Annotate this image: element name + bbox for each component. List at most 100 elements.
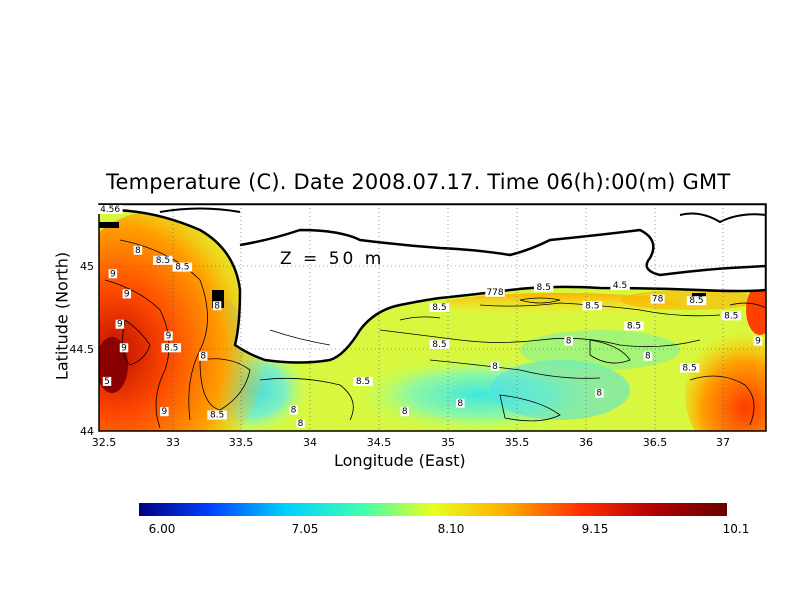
colorbar-label: 9.15 <box>582 522 609 536</box>
y-tick-labels: 44 44.5 45 <box>70 260 95 438</box>
contour-label-bg <box>721 311 742 321</box>
plot-title: Temperature (C). Date 2008.07.17. Time 0… <box>106 170 731 194</box>
contour-label: 8 <box>402 407 408 417</box>
plot-frame <box>98 203 767 432</box>
colorbar-label: 6.00 <box>149 522 176 536</box>
x-axis-label: Longitude (East) <box>334 451 466 470</box>
contour-label: 9 <box>124 289 130 299</box>
contour-label: 8.5 <box>537 283 551 293</box>
y-tick-label: 45 <box>80 260 94 273</box>
contour-label-bg <box>133 245 143 255</box>
contour-label: 8 <box>135 246 141 256</box>
contour-label: 8.5 <box>356 377 370 387</box>
contour-label: 8.5 <box>175 263 189 273</box>
contour-label-bg <box>686 296 707 306</box>
contour-label-bg <box>198 351 208 361</box>
x-tick-label: 33 <box>166 436 180 449</box>
contour-label-bg <box>582 301 603 311</box>
contour-label-bg <box>153 255 173 265</box>
contour-label-bg <box>485 287 505 297</box>
x-tick-label: 35 <box>441 436 455 449</box>
contour-label-bg <box>289 405 298 415</box>
contour-label: 8.5 <box>689 296 703 306</box>
contour-label: 8 <box>298 419 304 429</box>
contour-label: 4.56 <box>100 205 120 215</box>
contour-label-bg <box>108 269 118 279</box>
contour-label: 8 <box>457 399 463 409</box>
contour-label-bg <box>456 398 465 408</box>
contour-label-bg <box>353 376 373 386</box>
contour-label-bg <box>119 343 129 353</box>
colorbar-label: 8.10 <box>438 522 465 536</box>
contour-label: 8.5 <box>724 311 738 321</box>
contour-label: 9 <box>121 343 127 353</box>
contour-label: 9 <box>166 332 172 342</box>
contour-label-bg <box>400 407 409 417</box>
contour-label-bg <box>212 301 222 311</box>
contour-label-bg <box>610 281 630 291</box>
colorbar-labels: 6.00 7.05 8.10 9.15 10.1 <box>149 522 750 536</box>
contour-label: 8.5 <box>432 340 446 350</box>
contour-label-bg <box>429 302 450 312</box>
contour-label: 8.5 <box>156 256 170 266</box>
contour-label: 9 <box>161 407 167 417</box>
colorbar <box>139 503 727 516</box>
contour-label-bg <box>160 407 169 417</box>
contour-label: 8.5 <box>682 363 696 373</box>
depth-label: Z = 50 m <box>280 249 384 269</box>
contour-label-bg <box>207 410 227 420</box>
contour-label-bg <box>97 205 123 214</box>
y-axis-label: Latitude (North) <box>52 251 72 381</box>
contour-label-bg <box>122 289 132 299</box>
contour-label-bg <box>161 343 182 353</box>
contour-label-bg <box>595 388 604 398</box>
contour-label: 9 <box>117 320 123 330</box>
y-tick-label: 44.5 <box>70 343 95 356</box>
contour-label: 8.5 <box>585 301 599 311</box>
x-tick-label: 34 <box>303 436 317 449</box>
contour-label-bg <box>564 336 573 346</box>
colorbar-label: 7.05 <box>292 522 319 536</box>
contour-label-bg <box>650 294 665 304</box>
contour-label: 8.5 <box>210 411 224 421</box>
contour-label: 4.5 <box>613 281 627 291</box>
x-tick-label: 36.5 <box>643 436 668 449</box>
contour-label: 9 <box>110 269 116 279</box>
contour-label: 8 <box>291 406 297 416</box>
contour-label: 8.5 <box>164 343 178 353</box>
contour-label-bg <box>490 361 500 371</box>
x-tick-labels: 32.5 33 33.5 34 34.5 35 35.5 36 36.5 37 <box>92 436 730 449</box>
contour-label: 778 <box>486 288 503 298</box>
contour-label: 8 <box>200 352 206 362</box>
contour-label-bg <box>429 339 450 349</box>
contour-label: 5 <box>104 377 110 387</box>
contour-label-bg <box>753 336 763 346</box>
contour-label-bg <box>296 418 305 428</box>
contour-label: 78 <box>652 295 664 305</box>
contour-label-bg <box>624 321 644 331</box>
x-tick-label: 34.5 <box>367 436 392 449</box>
contour-label-bg <box>679 363 700 373</box>
contour-label: 9 <box>755 337 761 347</box>
contour-label-bg <box>643 351 653 361</box>
x-tick-label: 36 <box>579 436 593 449</box>
contour-label-bg <box>115 319 125 329</box>
contour-label-bg <box>533 282 554 292</box>
contour-label: 8 <box>596 389 602 399</box>
contour-label: 8.5 <box>432 303 446 313</box>
contour-label: 8 <box>492 362 498 372</box>
colorbar-label: 10.1 <box>723 522 750 536</box>
x-tick-label: 32.5 <box>92 436 117 449</box>
contour-label: 8 <box>645 352 651 362</box>
contour-label: 8.5 <box>627 321 641 331</box>
contour-label: 8 <box>566 337 572 347</box>
contour-label-bg <box>164 331 173 341</box>
y-tick-label: 44 <box>80 425 94 438</box>
contour-label-bg <box>172 262 193 272</box>
contour-label-bg <box>102 376 112 386</box>
x-tick-label: 35.5 <box>505 436 530 449</box>
x-tick-label: 37 <box>716 436 730 449</box>
